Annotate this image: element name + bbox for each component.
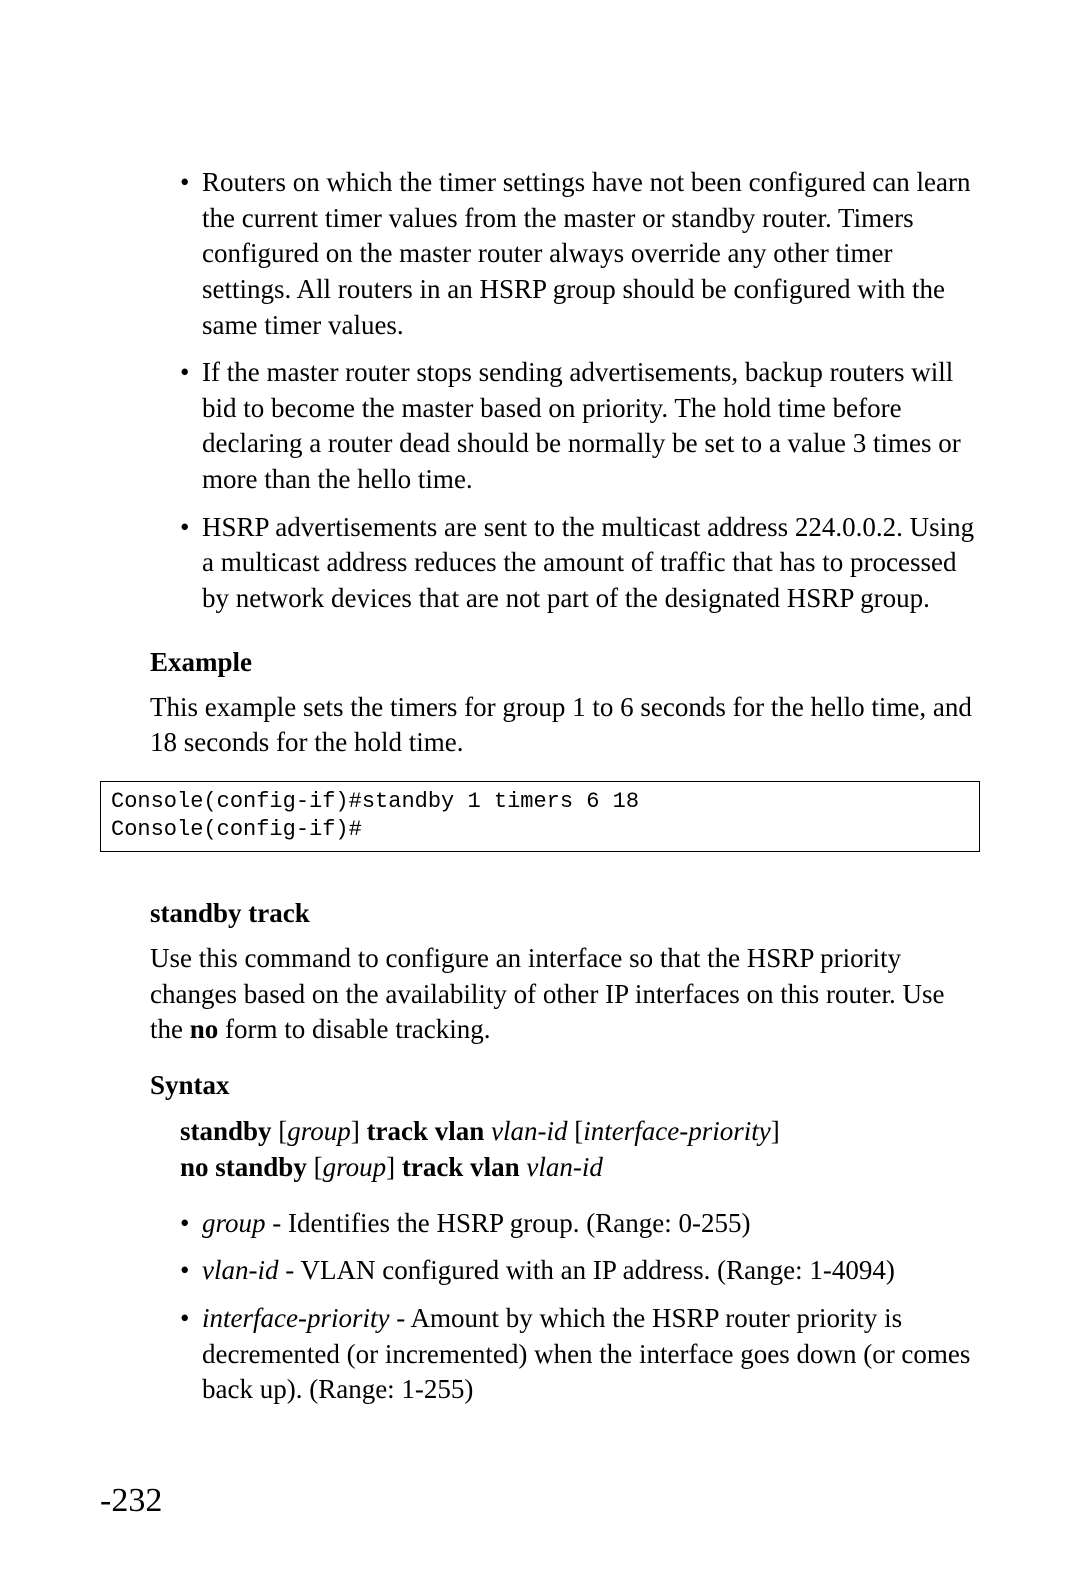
syntax-line: no standby [group] track vlan vlan-id (180, 1149, 980, 1185)
syntax-bracket: [ (574, 1116, 583, 1146)
code-block: Console(config-if)#standby 1 timers 6 18… (100, 781, 980, 852)
syntax-block: standby [group] track vlan vlan-id [inte… (180, 1113, 980, 1186)
syntax-keyword: track vlan (402, 1152, 520, 1182)
param-desc: - Identifies the HSRP group. (Range: 0-2… (266, 1208, 751, 1238)
top-bullet-list: Routers on which the timer settings have… (150, 165, 980, 617)
syntax-bracket: ] (351, 1116, 367, 1146)
syntax-param: group (287, 1116, 351, 1146)
bullet-item: group - Identifies the HSRP group. (Rang… (180, 1206, 980, 1242)
syntax-bracket: [ (278, 1116, 287, 1146)
page-number: -232 (100, 1482, 162, 1520)
desc-text: form to disable tracking. (218, 1014, 490, 1044)
bullet-item: vlan-id - VLAN configured with an IP add… (180, 1253, 980, 1289)
example-heading: Example (150, 647, 980, 678)
syntax-param: vlan-id (491, 1116, 567, 1146)
bullet-item: If the master router stops sending adver… (180, 355, 980, 498)
syntax-heading: Syntax (150, 1070, 980, 1101)
syntax-bracket: ] (771, 1116, 780, 1146)
command-description: Use this command to configure an interfa… (150, 941, 980, 1048)
param-term: interface-priority (202, 1303, 389, 1333)
param-bullet-list: group - Identifies the HSRP group. (Rang… (150, 1206, 980, 1408)
syntax-param: interface-priority (583, 1116, 770, 1146)
param-term: group (202, 1208, 266, 1238)
syntax-keyword: no standby (180, 1152, 307, 1182)
desc-bold: no (190, 1014, 219, 1044)
bullet-item: Routers on which the timer settings have… (180, 165, 980, 343)
param-desc: - VLAN configured with an IP address. (R… (278, 1255, 894, 1285)
param-term: vlan-id (202, 1255, 278, 1285)
syntax-line: standby [group] track vlan vlan-id [inte… (180, 1113, 980, 1149)
syntax-keyword: standby (180, 1116, 272, 1146)
syntax-bracket: [ (314, 1152, 323, 1182)
example-text: This example sets the timers for group 1… (150, 690, 980, 761)
bullet-item: HSRP advertisements are sent to the mult… (180, 510, 980, 617)
bullet-item: interface-priority - Amount by which the… (180, 1301, 980, 1408)
syntax-keyword: track vlan (367, 1116, 485, 1146)
syntax-param: vlan-id (526, 1152, 602, 1182)
syntax-param: group (323, 1152, 387, 1182)
syntax-bracket: ] (386, 1152, 402, 1182)
command-heading: standby track (150, 898, 980, 929)
